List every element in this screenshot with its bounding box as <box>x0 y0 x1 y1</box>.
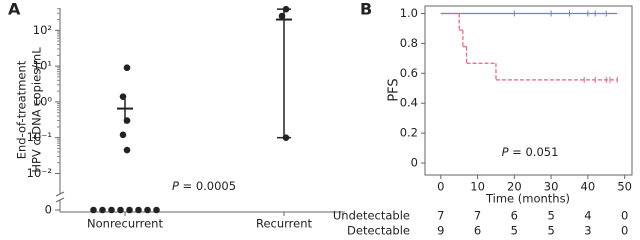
risk-table-count: 0 <box>621 209 628 223</box>
y-tick-label: 0.6 <box>400 66 418 80</box>
x-tick-label: 0 <box>437 180 444 194</box>
y-tick-label: 0 <box>45 203 52 217</box>
axis-break <box>55 191 65 197</box>
risk-table-count: 4 <box>584 209 591 223</box>
y-tick-label: 10¹ <box>33 59 52 73</box>
y-tick-label: 10⁻² <box>27 166 52 180</box>
data-point <box>123 64 131 72</box>
panel-label: A <box>8 0 21 19</box>
data-point <box>119 131 127 139</box>
y-tick-label: 10² <box>33 23 52 37</box>
axis-break <box>55 197 65 203</box>
risk-table-count: 9 <box>437 224 444 238</box>
y-axis-label: HPV ctDNA copies/mL <box>30 47 44 173</box>
x-axis-label: Time (months) <box>485 192 570 206</box>
y-tick-label: 10⁰ <box>33 94 53 108</box>
annotation: P = 0.051 <box>502 145 559 159</box>
data-point <box>119 93 127 100</box>
y-tick-label: 0.4 <box>400 96 418 110</box>
data-point <box>90 206 97 214</box>
plot-frame <box>424 5 633 176</box>
risk-table-label: Detectable <box>347 224 410 238</box>
y-tick-label: 0.8 <box>400 36 418 50</box>
y-axis-label: PFS <box>387 78 402 101</box>
risk-table-count: 7 <box>437 209 444 223</box>
data-point <box>144 206 151 214</box>
risk-table-count: 7 <box>474 209 481 223</box>
y-axis-label: End-of-treatment <box>15 60 29 159</box>
x-tick-label: 20 <box>507 180 522 194</box>
annotation-italic: P <box>172 179 179 193</box>
y-tick-label: 0.2 <box>400 126 418 140</box>
data-point <box>135 206 142 214</box>
y-tick-label: 10⁻¹ <box>27 130 52 144</box>
data-point <box>153 206 160 214</box>
risk-table-label: Undetectable <box>333 209 410 223</box>
panel-label: B <box>360 0 372 19</box>
data-point <box>117 206 124 214</box>
data-point <box>123 146 131 154</box>
risk-table-count: 6 <box>511 209 518 223</box>
data-point <box>108 206 115 214</box>
data-point <box>99 206 106 214</box>
y-tick-label: 0 <box>411 156 418 170</box>
x-tick-label: 10 <box>470 180 485 194</box>
data-point <box>126 206 133 214</box>
x-tick-label: 40 <box>581 180 596 194</box>
x-tick-label: Nonrecurrent <box>87 217 163 231</box>
risk-table-count: 5 <box>547 224 554 238</box>
annotation-italic: P <box>502 145 509 159</box>
x-tick-label: 50 <box>617 180 632 194</box>
risk-table-count: 0 <box>621 224 628 238</box>
y-tick-label: 1.0 <box>400 6 418 20</box>
risk-table-count: 6 <box>474 224 481 238</box>
x-tick-label: 30 <box>544 180 559 194</box>
annotation-text: = 0.0005 <box>179 179 236 193</box>
risk-table-count: 3 <box>584 224 591 238</box>
annotation-text: = 0.051 <box>509 145 559 159</box>
risk-table-count: 5 <box>547 209 554 223</box>
x-tick-label: Recurrent <box>256 217 313 231</box>
risk-table-count: 5 <box>511 224 518 238</box>
annotation: P = 0.0005 <box>172 179 236 193</box>
